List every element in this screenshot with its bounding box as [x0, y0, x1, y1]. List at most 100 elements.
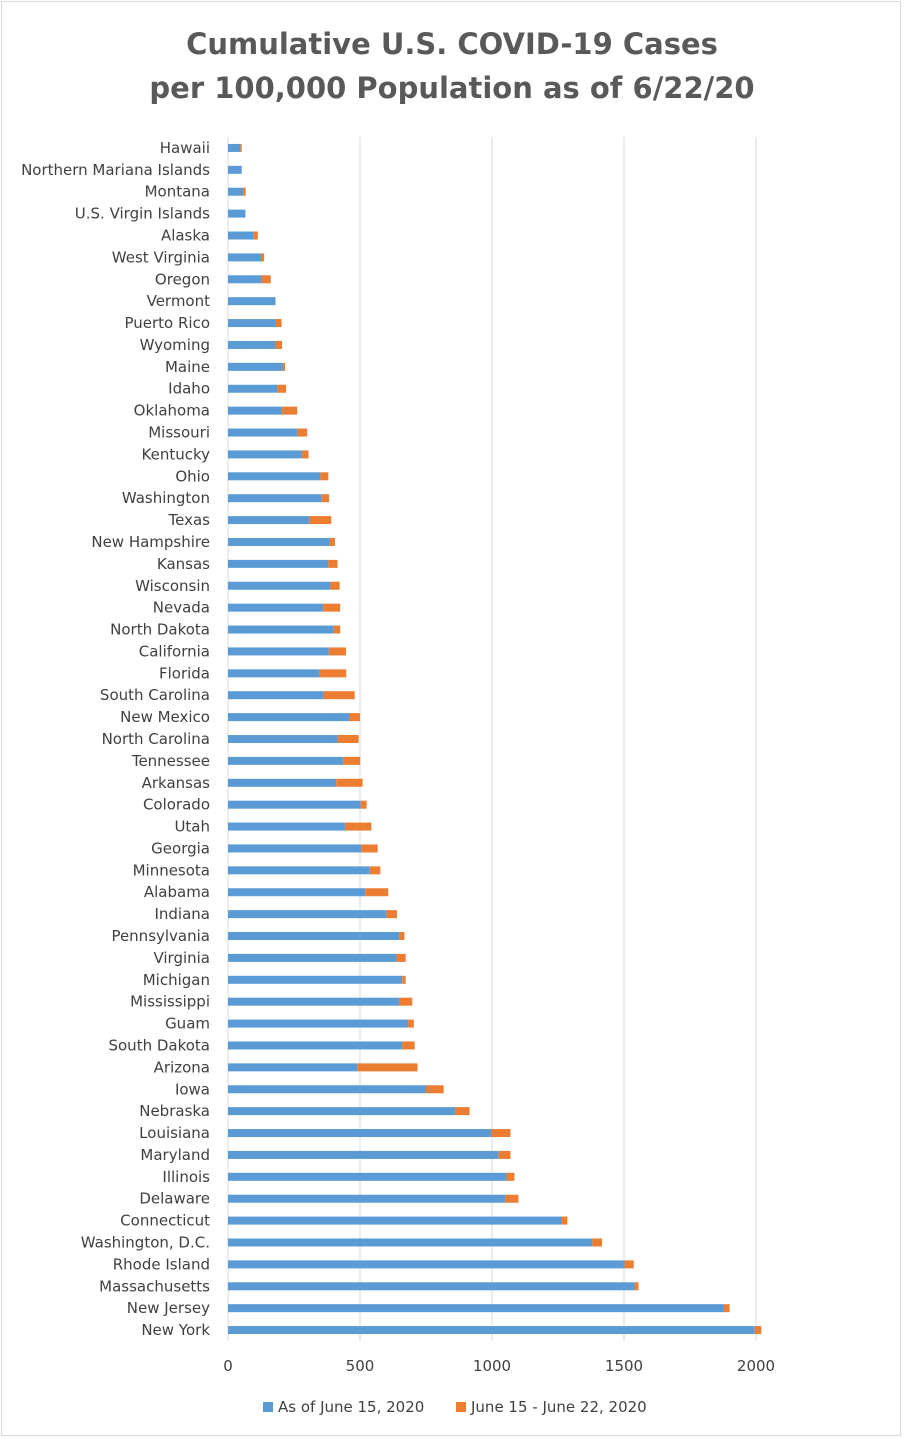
category-label-hawaii: Hawaii	[160, 139, 210, 157]
bar-montana-as-of-june-15	[228, 187, 244, 196]
category-label-alabama: Alabama	[144, 883, 210, 901]
bar-new-mexico-june-15-22	[349, 713, 360, 722]
bar-vermont-as-of-june-15	[228, 297, 276, 306]
bar-new-hampshire-as-of-june-15	[228, 537, 330, 546]
bar-nebraska-june-15-22	[455, 1107, 470, 1116]
bar-u-s-virgin-islands-as-of-june-15	[228, 209, 246, 218]
bar-tennessee-as-of-june-15	[228, 756, 344, 765]
bar-california-as-of-june-15	[228, 647, 329, 656]
bar-north-dakota-as-of-june-15	[228, 625, 334, 634]
category-label-california: California	[139, 642, 210, 660]
chart-title: Cumulative U.S. COVID-19 Cases per 100,0…	[0, 22, 904, 110]
category-label-oregon: Oregon	[155, 270, 210, 288]
legend-label-as-of-june-15: As of June 15, 2020	[278, 1398, 424, 1416]
category-label-northern-mariana-islands: Northern Mariana Islands	[21, 161, 210, 179]
bar-california-june-15-22	[328, 647, 347, 656]
bar-hawaii-june-15-22	[240, 143, 242, 152]
bar-iowa-june-15-22	[426, 1085, 444, 1094]
bar-maryland-june-15-22	[498, 1150, 511, 1159]
category-label-utah: Utah	[174, 818, 210, 836]
category-label-new-york: New York	[141, 1321, 210, 1339]
category-label-south-dakota: South Dakota	[108, 1036, 210, 1054]
bar-kentucky-june-15-22	[301, 450, 309, 459]
bar-west-virginia-june-15-22	[261, 253, 265, 262]
category-label-wisconsin: Wisconsin	[135, 577, 210, 595]
chart-title-line-2: per 100,000 Population as of 6/22/20	[149, 71, 755, 105]
bar-texas-as-of-june-15	[228, 516, 310, 525]
legend-label-june-15-22: June 15 - June 22, 2020	[470, 1398, 647, 1416]
category-label-maine: Maine	[165, 358, 210, 376]
category-label-arkansas: Arkansas	[142, 774, 211, 792]
bar-idaho-as-of-june-15	[228, 384, 278, 393]
bar-florida-as-of-june-15	[228, 669, 320, 678]
bar-maine-june-15-22	[282, 362, 286, 371]
category-label-minnesota: Minnesota	[133, 861, 210, 879]
category-label-pennsylvania: Pennsylvania	[111, 927, 210, 945]
bar-wyoming-as-of-june-15	[228, 340, 276, 349]
x-tick-1500: 1500	[605, 1357, 643, 1375]
category-label-indiana: Indiana	[154, 905, 210, 923]
category-label-ohio: Ohio	[175, 467, 210, 485]
category-label-north-carolina: North Carolina	[102, 730, 210, 748]
bar-georgia-june-15-22	[361, 844, 378, 853]
bar-maine-as-of-june-15	[228, 362, 283, 371]
bar-hawaii-as-of-june-15	[228, 143, 241, 152]
category-label-nebraska: Nebraska	[139, 1102, 210, 1120]
category-label-virginia: Virginia	[153, 949, 210, 967]
bar-arkansas-june-15-22	[336, 778, 363, 787]
bar-massachusetts-as-of-june-15	[228, 1282, 635, 1291]
bar-alaska-as-of-june-15	[228, 231, 254, 240]
bar-northern-mariana-islands-as-of-june-15	[228, 165, 242, 174]
bar-washington-d-c-june-15-22	[592, 1238, 603, 1247]
bar-georgia-as-of-june-15	[228, 844, 362, 853]
legend: As of June 15, 2020 June 15 - June 22, 20…	[263, 1398, 647, 1416]
bar-kansas-as-of-june-15	[228, 559, 329, 568]
bar-virginia-as-of-june-15	[228, 953, 397, 962]
bar-rhode-island-as-of-june-15	[228, 1260, 625, 1269]
legend-swatch-as-of-june-15	[263, 1402, 273, 1412]
category-label-north-dakota: North Dakota	[110, 621, 210, 639]
bar-west-virginia-as-of-june-15	[228, 253, 261, 262]
category-label-iowa: Iowa	[175, 1080, 210, 1098]
category-label-west-virginia: West Virginia	[112, 248, 210, 266]
category-label-washington: Washington	[122, 489, 210, 507]
bars	[228, 143, 762, 1335]
bar-mississippi-as-of-june-15	[228, 997, 400, 1006]
bar-minnesota-as-of-june-15	[228, 866, 370, 875]
category-label-new-mexico: New Mexico	[120, 708, 210, 726]
bar-utah-as-of-june-15	[228, 822, 345, 831]
bar-virginia-june-15-22	[396, 953, 406, 962]
category-label-new-hampshire: New Hampshire	[91, 533, 210, 551]
category-label-montana: Montana	[145, 183, 210, 201]
bar-south-dakota-june-15-22	[402, 1041, 415, 1050]
bar-montana-june-15-22	[243, 187, 246, 196]
bar-illinois-as-of-june-15	[228, 1172, 507, 1181]
bar-missouri-june-15-22	[297, 428, 308, 437]
bar-connecticut-june-15-22	[561, 1216, 568, 1225]
bar-alabama-june-15-22	[365, 888, 389, 897]
bar-oregon-june-15-22	[261, 275, 271, 284]
category-labels: Hawaii Northern Mariana Islands Montana U.S…	[21, 139, 210, 1339]
bar-michigan-as-of-june-15	[228, 975, 403, 984]
category-label-tennessee: Tennessee	[131, 752, 210, 770]
bar-kansas-june-15-22	[328, 559, 338, 568]
bar-puerto-rico-as-of-june-15	[228, 319, 275, 328]
bar-south-carolina-june-15-22	[323, 691, 355, 700]
bar-iowa-as-of-june-15	[228, 1085, 426, 1094]
category-label-kansas: Kansas	[157, 555, 210, 573]
bar-minnesota-june-15-22	[369, 866, 381, 875]
bar-washington-june-15-22	[321, 494, 330, 503]
category-label-south-carolina: South Carolina	[100, 686, 210, 704]
category-label-kentucky: Kentucky	[142, 445, 211, 463]
category-label-new-jersey: New Jersey	[127, 1299, 210, 1317]
category-label-colorado: Colorado	[143, 796, 210, 814]
category-label-illinois: Illinois	[162, 1168, 210, 1186]
bar-oklahoma-june-15-22	[282, 406, 298, 415]
bar-wisconsin-as-of-june-15	[228, 581, 331, 590]
category-label-washington-d-c: Washington, D.C.	[81, 1233, 210, 1251]
category-label-georgia: Georgia	[151, 839, 210, 857]
bar-florida-june-15-22	[319, 669, 347, 678]
category-label-missouri: Missouri	[148, 424, 210, 442]
